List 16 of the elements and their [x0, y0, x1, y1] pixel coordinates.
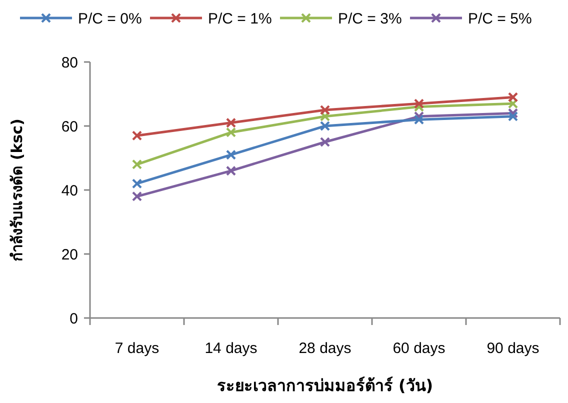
x-tick-label: 28 days — [298, 340, 352, 357]
y-axis-title: กำลังรับแรงดัด (ksc) — [8, 118, 26, 262]
legend-label: P/C = 0% — [78, 10, 142, 28]
y-tick-label: 20 — [61, 246, 78, 264]
legend-label: P/C = 3% — [338, 10, 402, 28]
x-tick-label: 90 days — [486, 340, 540, 357]
y-tick-label: 80 — [61, 54, 78, 72]
x-tick-label: 7 days — [114, 340, 160, 357]
x-axis-title: ระยะเวลาการบ่มมอร์ต้าร์ (วัน) — [216, 376, 434, 395]
x-tick-label: 60 days — [392, 340, 446, 357]
y-tick-label: 40 — [61, 182, 78, 200]
x-tick-label: 14 days — [204, 340, 258, 357]
y-tick-label: 0 — [70, 310, 78, 328]
legend-label: P/C = 1% — [208, 10, 272, 28]
y-tick-label: 60 — [61, 118, 78, 136]
legend-label: P/C = 5% — [468, 10, 532, 28]
